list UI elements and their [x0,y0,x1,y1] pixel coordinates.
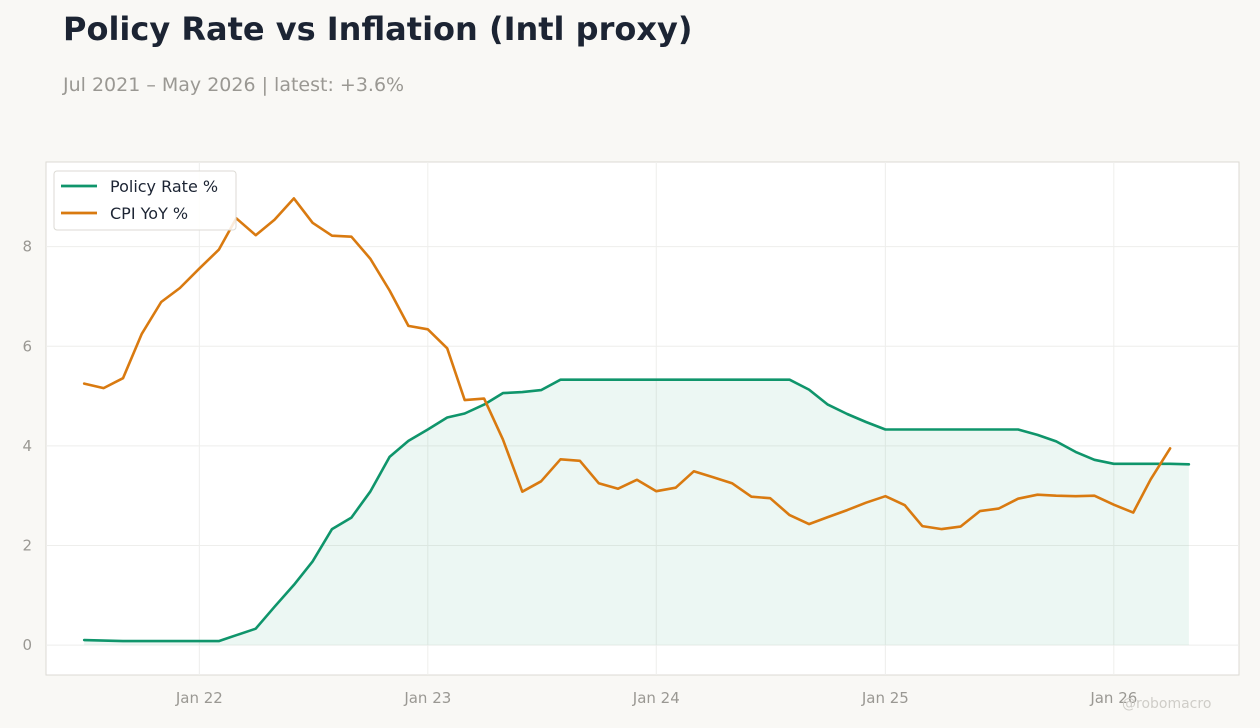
policy-rate-line [82,378,1191,643]
y-tick-label: 8 [22,238,32,256]
legend-box [53,170,237,231]
legend-label: Policy Rate % [110,177,218,196]
x-tick-label: Jan 25 [861,689,909,707]
chart-subtitle: Jul 2021 – May 2026 | latest: +3.6% [63,74,405,96]
x-tick-label: Jan 26 [1089,689,1137,707]
cpi-yoy-line [82,197,1172,531]
grid-lines [46,162,1239,675]
y-tick-label: 6 [22,337,32,355]
chart-title: Policy Rate vs Inflation (Intl proxy) [63,10,693,48]
x-tick-label: Jan 23 [403,689,451,707]
tick-labels: 0 2 4 6 8 Jan 22 Jan 23 Jan 24 Jan 25 Jan 26 [22,238,1137,707]
y-tick-label: 0 [22,636,32,654]
y-tick-label: 4 [22,437,32,455]
plot-area [45,161,1240,676]
legend: Policy Rate % CPI YoY % [53,170,237,231]
watermark-text: @robomacro [1122,696,1212,712]
policy-rate-area [84,379,1189,646]
x-tick-label: Jan 24 [632,689,680,707]
legend-label: CPI YoY % [110,204,188,223]
x-tick-label: Jan 22 [175,689,223,707]
y-tick-label: 2 [22,537,32,555]
area-fills [84,379,1189,646]
series-lines [82,197,1191,643]
